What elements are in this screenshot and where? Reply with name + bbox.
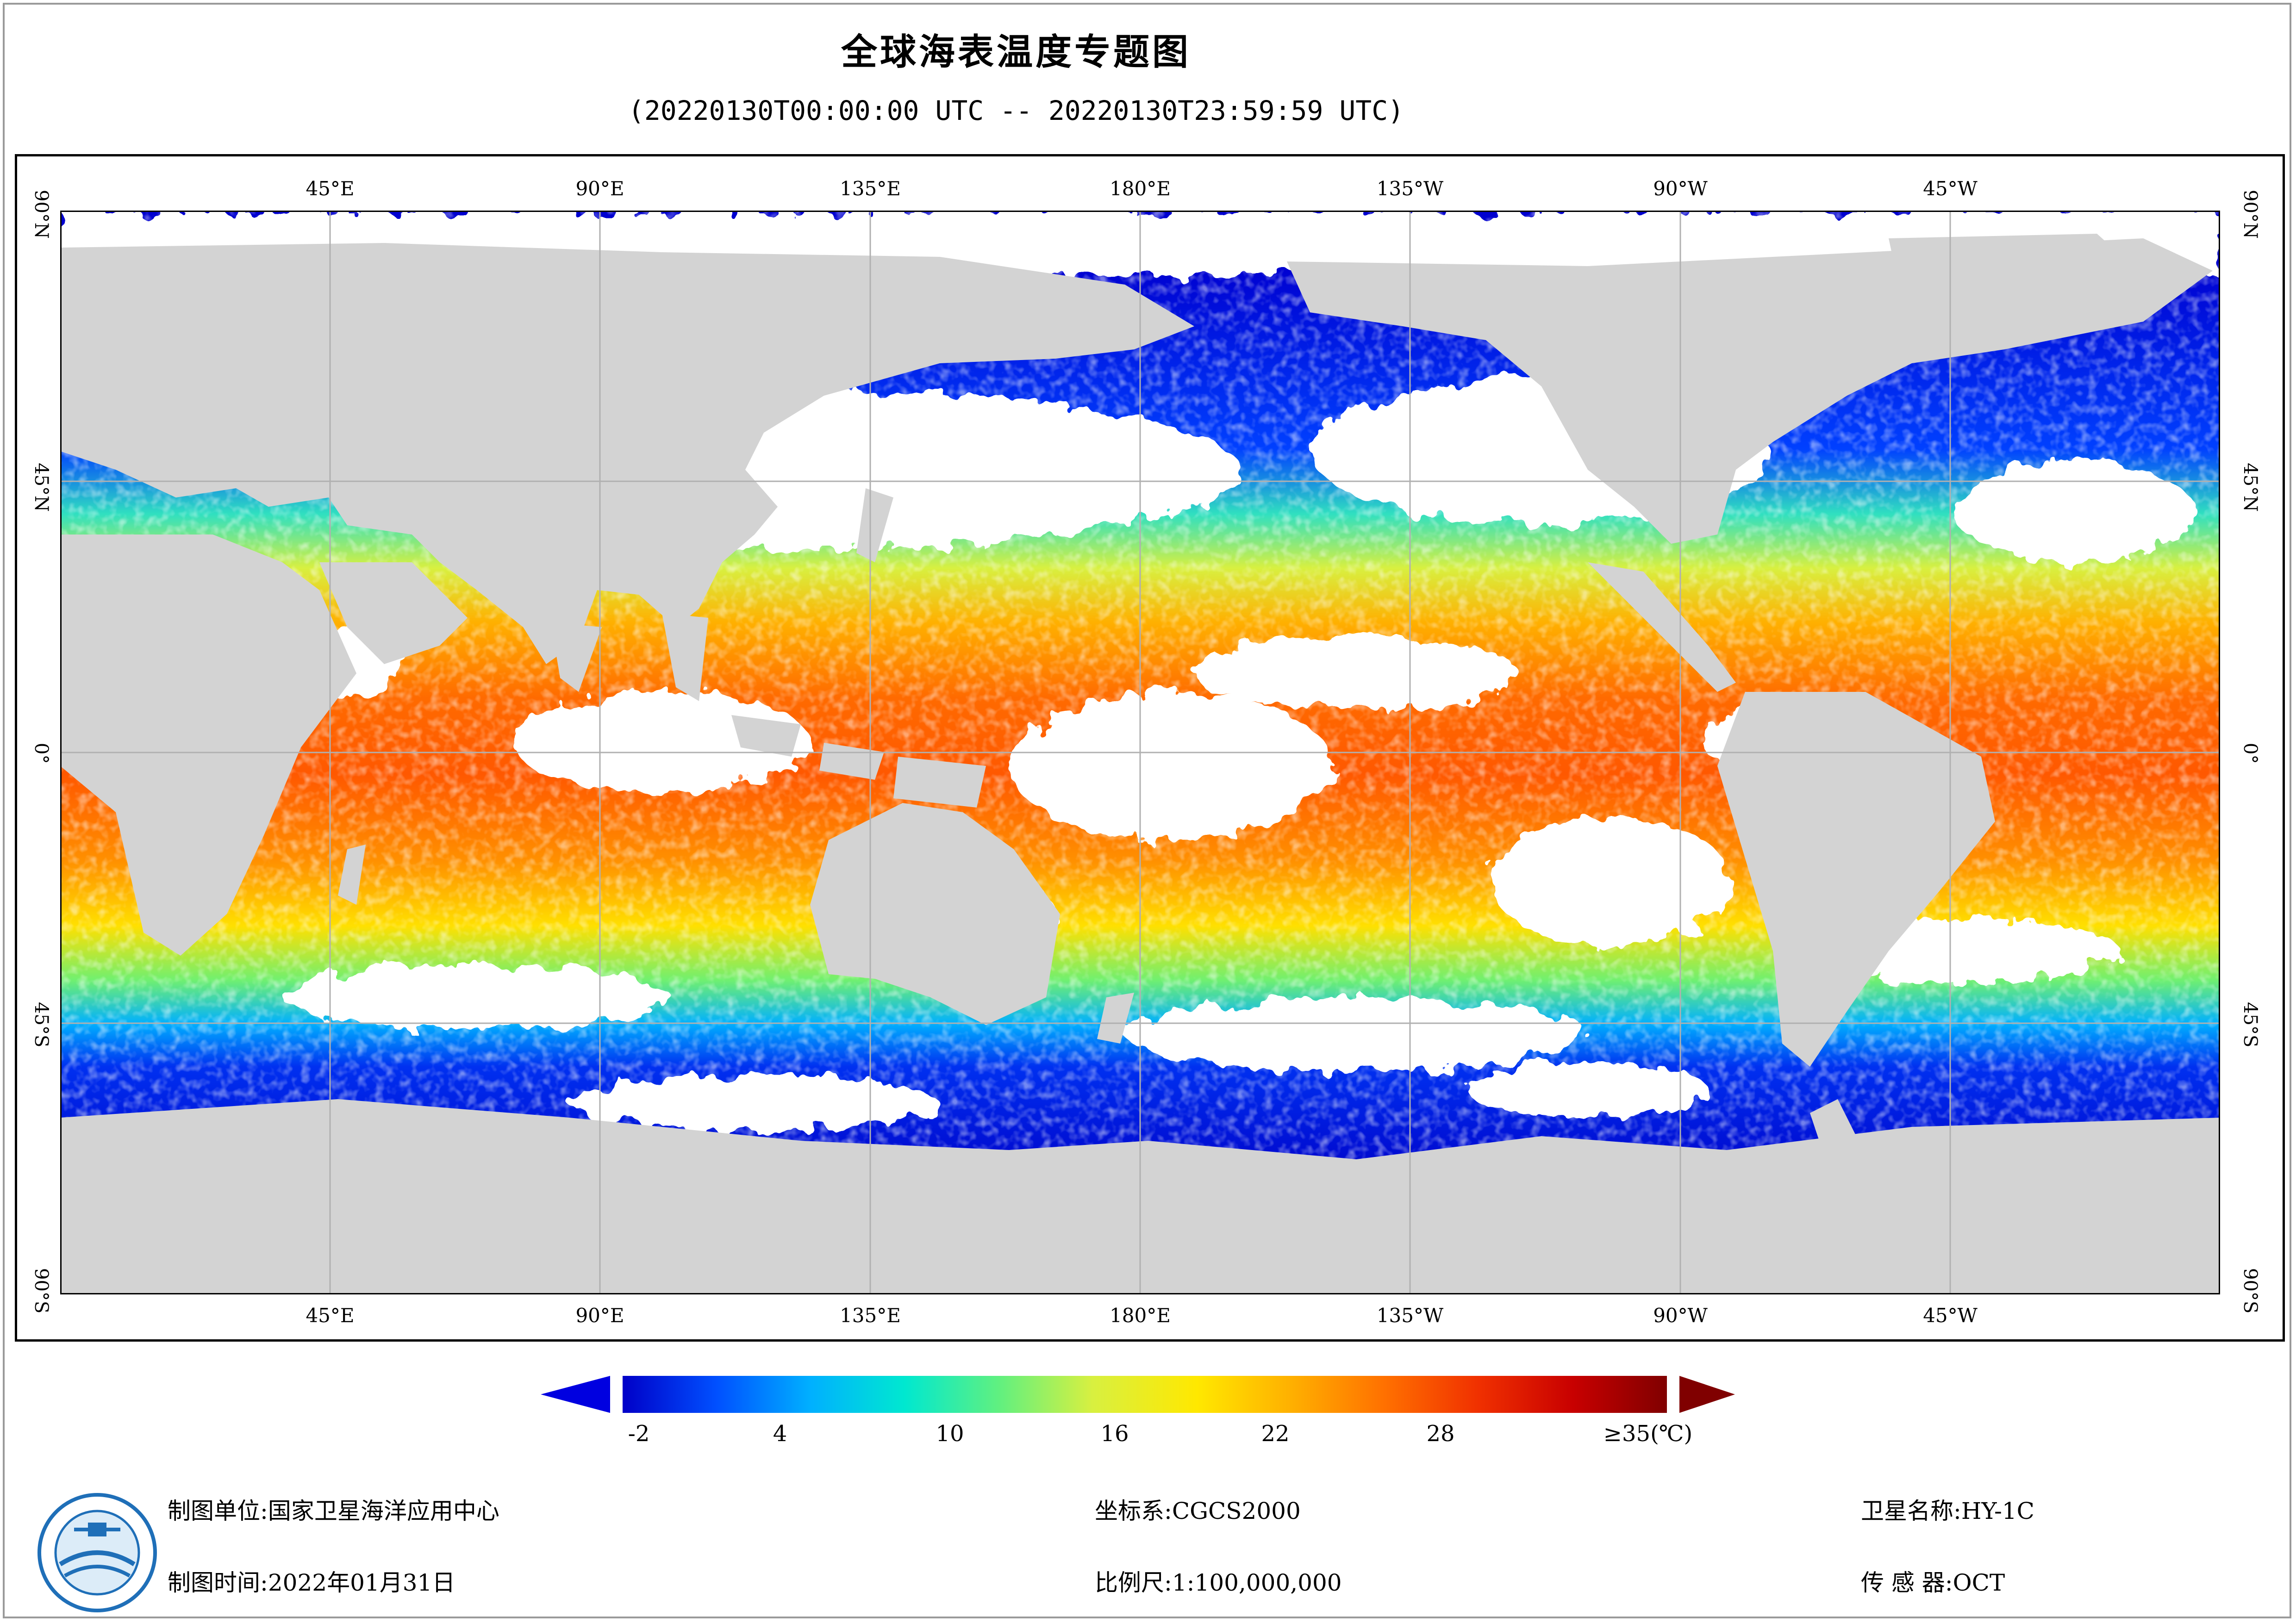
- colorbar-gradient: [623, 1376, 1667, 1413]
- date-label: 制图时间:2022年01月31日: [168, 1569, 455, 1596]
- lat-label-left-90s: 90°S: [31, 1268, 52, 1314]
- lon-label-top-180e: 180°E: [1110, 177, 1171, 200]
- sst-map-svg: [60, 211, 2220, 1294]
- lat-label-left-90n: 90°N: [31, 190, 52, 239]
- map-border: [60, 211, 2220, 1294]
- lon-label-bottom-180e: 180°E: [1110, 1304, 1171, 1327]
- lat-label-right-90n: 90°N: [2240, 190, 2261, 239]
- colorbar-label-35: ≥35(℃): [1603, 1421, 1693, 1447]
- lon-label-top-90e: 90°E: [575, 177, 624, 200]
- org-label: 制图单位:国家卫星海洋应用中心: [168, 1498, 499, 1524]
- colorbar-label-22: 22: [1261, 1421, 1290, 1447]
- lat-label-right-90s: 90°S: [2240, 1268, 2261, 1314]
- lon-label-top-135e: 135°E: [840, 177, 901, 200]
- scale-label: 比例尺:1:100,000,000: [1095, 1569, 1342, 1596]
- lon-label-bottom-135e: 135°E: [840, 1304, 901, 1327]
- sst-colorbar: [541, 1376, 1735, 1413]
- lon-label-top-45e: 45°E: [306, 177, 355, 200]
- graticule: [60, 211, 2220, 1294]
- crs-label: 坐标系:CGCS2000: [1095, 1498, 1301, 1524]
- lat-label-right-45s: 45°S: [2240, 1002, 2261, 1048]
- colorbar-label-10: 10: [936, 1421, 964, 1447]
- time-range: (20220130T00:00:00 UTC -- 20220130T23:59…: [628, 95, 1404, 126]
- sst-map: [60, 211, 2220, 1294]
- colorbar-label-4: 4: [773, 1421, 787, 1447]
- lat-label-left-eq: 0°: [31, 743, 52, 764]
- lon-label-bottom-45w: 45°W: [1923, 1304, 1978, 1327]
- lon-label-top-135w: 135°W: [1376, 177, 1444, 200]
- colorbar-label-m2: -2: [628, 1421, 650, 1447]
- colorbar-over-arrow: [1679, 1376, 1735, 1413]
- lon-label-bottom-90e: 90°E: [575, 1304, 624, 1327]
- colorbar-label-16: 16: [1100, 1421, 1129, 1447]
- lon-label-bottom-135w: 135°W: [1376, 1304, 1444, 1327]
- satellite-label: 卫星名称:HY-1C: [1861, 1498, 2034, 1524]
- lon-label-top-45w: 45°W: [1923, 177, 1978, 200]
- lat-label-left-45s: 45°S: [31, 1002, 52, 1048]
- lat-label-left-45n: 45°N: [31, 463, 52, 512]
- lon-label-top-90w: 90°W: [1653, 177, 1708, 200]
- agency-logo: [37, 1493, 157, 1612]
- lat-label-right-45n: 45°N: [2240, 463, 2261, 512]
- lon-label-bottom-45e: 45°E: [306, 1304, 355, 1327]
- page-frame: [3, 3, 2291, 1618]
- colorbar-label-28: 28: [1426, 1421, 1455, 1447]
- colorbar-under-arrow: [541, 1376, 610, 1413]
- lat-label-right-eq: 0°: [2240, 743, 2261, 764]
- lon-label-bottom-90w: 90°W: [1653, 1304, 1708, 1327]
- sensor-label: 传 感 器:OCT: [1861, 1569, 2005, 1596]
- map-title: 全球海表温度专题图: [841, 31, 1191, 73]
